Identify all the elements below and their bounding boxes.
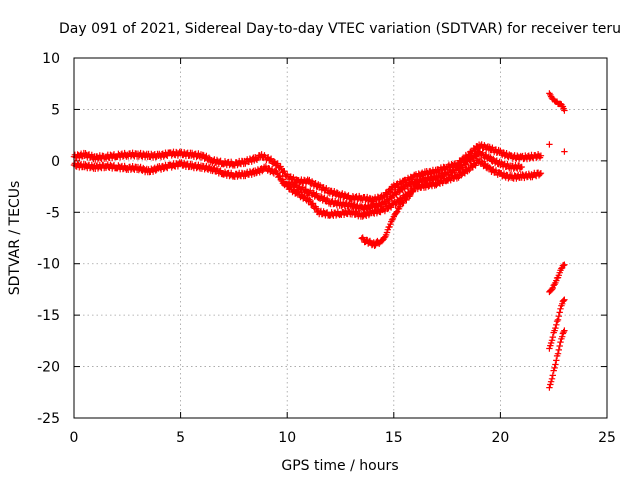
y-tick-label: 10: [42, 51, 60, 67]
data-marker: [461, 161, 469, 168]
data-marker: [309, 200, 317, 207]
data-marker: [387, 204, 395, 211]
data-marker: [557, 338, 564, 346]
data-marker: [276, 172, 284, 180]
data-marker: [552, 361, 559, 368]
axis-ticks: [73, 57, 608, 419]
data-marker: [551, 364, 558, 372]
data-marker: [547, 378, 555, 385]
data-marker: [554, 316, 562, 323]
data-marker: [559, 333, 566, 340]
series-isolated: [546, 141, 568, 155]
y-tick-label: 5: [51, 102, 60, 118]
data-marker: [561, 148, 568, 155]
data-marker: [549, 372, 556, 379]
y-tick-label: -10: [37, 257, 60, 273]
data-marker: [548, 375, 556, 382]
series-late-arc-2: [546, 296, 568, 352]
series-band-top: [70, 141, 545, 205]
y-axis-label: SDTVAR / TECUs: [7, 181, 23, 296]
x-tick-label: 25: [598, 430, 616, 446]
y-tick-label: -20: [37, 360, 60, 376]
data-marker: [281, 168, 288, 175]
data-marker: [559, 330, 567, 337]
data-marker: [478, 158, 485, 165]
data-marker: [561, 296, 568, 303]
plot-frame: [73, 57, 608, 419]
data-marker: [469, 155, 477, 163]
x-tick-label: 10: [278, 430, 296, 446]
data-marker: [555, 313, 562, 320]
data-points: [70, 90, 568, 391]
x-tick-labels: 0 5 10 15 20 25: [70, 430, 616, 446]
data-marker: [383, 229, 391, 236]
series-late-arc-3: [546, 327, 568, 391]
data-marker: [537, 152, 545, 159]
data-marker: [518, 163, 525, 171]
data-marker: [546, 384, 553, 391]
data-marker: [548, 337, 556, 344]
x-tick-label: 15: [385, 430, 403, 446]
data-marker: [371, 242, 378, 249]
data-marker: [552, 324, 559, 332]
grid: [74, 58, 607, 418]
data-marker: [409, 188, 417, 195]
data-marker: [561, 261, 568, 268]
data-marker: [555, 346, 562, 354]
data-marker: [277, 163, 284, 170]
data-marker: [556, 309, 563, 316]
x-axis-label: GPS time / hours: [281, 458, 398, 474]
data-marker: [553, 318, 561, 325]
series-band-bottom: [70, 155, 545, 220]
data-marker: [533, 172, 540, 180]
data-marker: [396, 203, 404, 210]
data-marker: [554, 350, 562, 357]
data-marker: [274, 160, 281, 167]
y-tick-label: 0: [51, 154, 60, 170]
data-marker: [557, 305, 564, 312]
data-marker: [537, 170, 545, 177]
chart-title: Day 091 of 2021, Sidereal Day-to-day VTE…: [59, 21, 621, 37]
data-marker: [553, 357, 560, 364]
data-marker: [546, 345, 553, 352]
data-marker: [556, 342, 563, 350]
series-dip-arc: [358, 188, 417, 249]
data-marker: [553, 321, 560, 328]
x-tick-label: 5: [176, 430, 185, 446]
data-marker: [560, 297, 567, 304]
series-band-middle: [279, 148, 525, 213]
y-tick-label: -15: [37, 308, 60, 324]
data-marker: [546, 141, 553, 148]
data-marker: [395, 188, 403, 196]
data-marker: [313, 190, 320, 197]
data-marker: [388, 216, 396, 224]
data-marker: [403, 196, 410, 204]
data-marker: [549, 333, 556, 341]
data-marker: [551, 281, 558, 288]
data-marker: [547, 381, 554, 388]
data-marker: [270, 158, 278, 165]
y-tick-labels: -25 -20 -15 -10 -5 0 5 10: [37, 51, 60, 427]
data-marker: [406, 192, 414, 199]
y-tick-label: -25: [37, 411, 60, 427]
data-marker: [561, 327, 568, 334]
data-marker: [548, 286, 556, 293]
series-late-arc-top: [546, 90, 568, 114]
x-tick-label: 0: [70, 430, 79, 446]
data-marker: [560, 328, 567, 336]
data-marker: [536, 170, 544, 178]
series-late-arc-1: [546, 261, 568, 296]
data-marker: [561, 107, 568, 114]
data-marker: [386, 223, 393, 231]
data-marker: [400, 199, 407, 207]
y-tick-label: -5: [46, 205, 60, 221]
data-marker: [473, 153, 480, 160]
data-marker: [393, 209, 400, 216]
x-tick-label: 20: [491, 430, 509, 446]
